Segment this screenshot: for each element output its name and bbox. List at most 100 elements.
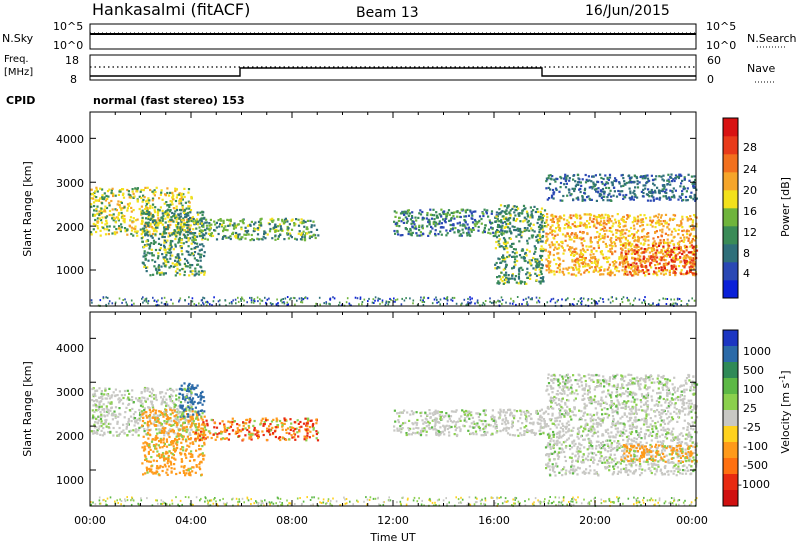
heatmap-cell bbox=[547, 254, 550, 257]
heatmap-cell bbox=[628, 234, 632, 237]
heatmap-cell bbox=[507, 222, 510, 226]
heatmap-cell bbox=[467, 226, 470, 229]
heatmap-cell bbox=[633, 250, 636, 254]
heatmap-cell bbox=[446, 232, 449, 235]
heatmap-cell bbox=[498, 238, 501, 241]
heatmap-cell bbox=[143, 445, 146, 448]
heatmap-cell bbox=[545, 221, 548, 224]
heatmap-cell bbox=[178, 299, 181, 302]
heatmap-cell bbox=[503, 248, 506, 251]
heatmap-cell bbox=[179, 433, 182, 436]
heatmap-cell bbox=[164, 226, 167, 229]
heatmap-cell bbox=[138, 397, 141, 400]
heatmap-cell bbox=[189, 270, 192, 273]
heatmap-cell bbox=[537, 241, 540, 244]
heatmap-cell bbox=[517, 275, 520, 278]
heatmap-cell bbox=[586, 248, 589, 251]
heatmap-cell bbox=[95, 196, 98, 199]
heatmap-cell bbox=[287, 237, 290, 240]
heatmap-cell bbox=[668, 228, 671, 231]
heatmap-cell bbox=[543, 209, 547, 212]
heatmap-cell bbox=[572, 214, 575, 217]
heatmap-cell bbox=[274, 238, 277, 241]
heatmap-cell bbox=[185, 425, 188, 428]
heatmap-cell bbox=[680, 223, 683, 226]
heatmap-cell bbox=[277, 302, 279, 305]
heatmap-cell bbox=[168, 395, 171, 398]
heatmap-cell bbox=[599, 173, 602, 176]
heatmap-cell bbox=[661, 188, 664, 191]
heatmap-cell bbox=[435, 216, 438, 219]
heatmap-cell bbox=[156, 226, 159, 229]
heatmap-cell bbox=[563, 218, 566, 221]
heatmap-cell bbox=[115, 216, 118, 219]
heatmap-cell bbox=[640, 259, 643, 262]
heatmap-cell bbox=[163, 248, 166, 251]
heatmap-cell bbox=[97, 213, 100, 216]
heatmap-cell bbox=[587, 271, 590, 274]
heatmap-cell bbox=[647, 260, 650, 263]
heatmap-cell bbox=[418, 212, 421, 215]
heatmap-cell bbox=[656, 256, 659, 259]
heatmap-cell bbox=[309, 219, 312, 222]
heatmap-cell bbox=[141, 413, 144, 416]
heatmap-cell bbox=[113, 225, 116, 228]
heatmap-cell bbox=[178, 471, 181, 474]
heatmap-cell bbox=[693, 250, 696, 253]
heatmap-cell bbox=[543, 249, 546, 252]
heatmap-cell bbox=[165, 300, 168, 303]
heatmap-cell bbox=[90, 299, 93, 302]
heatmap-cell bbox=[170, 463, 173, 466]
heatmap-cell bbox=[144, 455, 147, 458]
heatmap-cell bbox=[512, 266, 515, 269]
heatmap-cell bbox=[169, 223, 172, 226]
heatmap-cell bbox=[305, 439, 308, 442]
heatmap-cell bbox=[145, 466, 148, 469]
heatmap-cell bbox=[597, 246, 600, 249]
heatmap-cell bbox=[153, 209, 156, 212]
heatmap-cell bbox=[552, 197, 555, 200]
nave-tick-bottom: 0 bbox=[707, 73, 714, 86]
heatmap-cell bbox=[122, 299, 124, 301]
heatmap-cell bbox=[541, 219, 544, 222]
heatmap-cell bbox=[272, 303, 274, 305]
heatmap-cell bbox=[374, 296, 377, 299]
heatmap-cell bbox=[231, 224, 234, 227]
heatmap-cell bbox=[189, 224, 192, 227]
heatmap-cell bbox=[135, 420, 138, 423]
heatmap-cell bbox=[98, 405, 101, 409]
heatmap-cell bbox=[680, 182, 683, 185]
heatmap-cell bbox=[498, 258, 501, 261]
heatmap-cell bbox=[491, 227, 494, 230]
heatmap-cell bbox=[615, 261, 618, 264]
heatmap-cell bbox=[172, 448, 175, 451]
heatmap-cell bbox=[666, 298, 669, 300]
heatmap-cell bbox=[658, 192, 661, 195]
heatmap-cell bbox=[173, 463, 176, 466]
heatmap-cell bbox=[631, 269, 635, 273]
heatmap-cell bbox=[624, 250, 627, 253]
heatmap-cell bbox=[495, 240, 498, 244]
heatmap-cell bbox=[664, 222, 667, 225]
heatmap-cell bbox=[98, 396, 101, 399]
heatmap-cell bbox=[180, 250, 183, 253]
heatmap-cell bbox=[615, 269, 618, 272]
heatmap-cell bbox=[102, 403, 105, 406]
heatmap-cell bbox=[243, 299, 245, 302]
heatmap-cell bbox=[268, 223, 271, 226]
heatmap-cell bbox=[547, 223, 550, 226]
heatmap-cell bbox=[234, 298, 237, 301]
heatmap-cell bbox=[169, 254, 172, 257]
heatmap-cell bbox=[415, 232, 418, 235]
heatmap-cell bbox=[439, 298, 442, 301]
heatmap-cell bbox=[146, 239, 150, 242]
heatmap-cell bbox=[97, 427, 100, 430]
heatmap-cell bbox=[126, 434, 129, 437]
heatmap-cell bbox=[214, 223, 217, 226]
heatmap-cell bbox=[195, 417, 198, 420]
heatmap-cell bbox=[138, 195, 141, 198]
heatmap-cell bbox=[209, 234, 212, 237]
heatmap-cell bbox=[189, 263, 192, 267]
heatmap-cell bbox=[107, 229, 111, 232]
